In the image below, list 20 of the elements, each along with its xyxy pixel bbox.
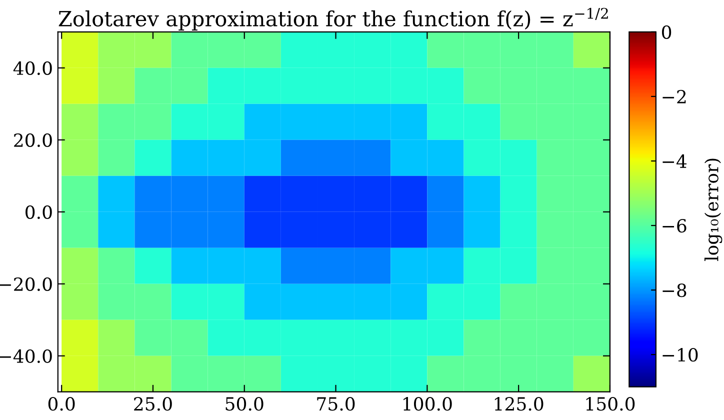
y-tick-label: 0.0 <box>26 205 52 220</box>
color-bar-label: −10 <box>662 348 698 362</box>
color-bar-title: log₁₀(error) <box>704 158 722 261</box>
x-tick-label: 125.0 <box>494 397 544 411</box>
x-tick-label: 100.0 <box>404 397 452 411</box>
color-bar-label: −2 <box>662 90 686 104</box>
color-bar-label: −4 <box>662 154 687 168</box>
y-tick-label: 20.0 <box>14 133 52 148</box>
x-tick-label: 0.0 <box>48 397 75 411</box>
x-tick-label: 25.0 <box>134 397 172 411</box>
y-tick-label: −40.0 <box>0 349 52 363</box>
color-bar-label: −6 <box>662 218 686 233</box>
y-tick-label: −20.0 <box>0 277 52 291</box>
y-tick-label: 40.0 <box>13 61 52 76</box>
color-bar-label: 0 <box>662 25 672 40</box>
x-tick-label: 150.0 <box>586 397 635 411</box>
x-tick-label: 50.0 <box>226 397 264 411</box>
x-tick-label: 75.0 <box>317 397 355 411</box>
color-bar-label: −8 <box>662 283 686 298</box>
chart-title: Zolotarev approximation for the function f(z) = z$^{−1/2}$ <box>58 8 608 31</box>
